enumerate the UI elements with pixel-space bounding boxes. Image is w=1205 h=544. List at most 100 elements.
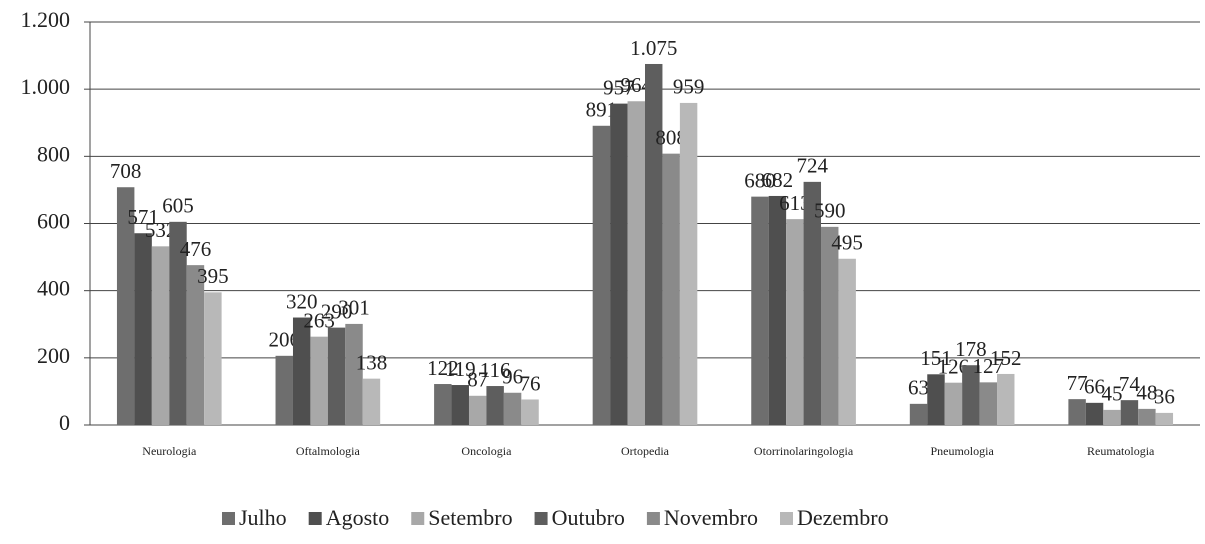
bar (310, 336, 328, 425)
bar (186, 265, 205, 425)
bar (592, 125, 611, 426)
x-tick-label: Oncologia (461, 444, 512, 458)
legend-label: Dezembro (797, 505, 889, 530)
bar (434, 384, 452, 425)
bar (909, 403, 928, 425)
bar (962, 365, 980, 425)
x-tick-label: Reumatologia (1087, 444, 1155, 458)
bar (292, 317, 311, 425)
value-label: 301 (338, 296, 370, 320)
value-label: 96 (502, 365, 523, 389)
bar (1138, 408, 1156, 425)
legend-label: Novembro (664, 505, 758, 530)
y-tick-label: 0 (59, 410, 70, 435)
bar (927, 374, 945, 425)
bar (627, 101, 645, 426)
bar (979, 382, 998, 425)
value-label: 138 (356, 350, 388, 374)
value-label: 152 (990, 346, 1022, 370)
value-label: 63 (908, 376, 929, 400)
value-label: 178 (955, 337, 987, 361)
value-label: 116 (480, 358, 511, 382)
value-label: 680 (744, 168, 776, 192)
value-label: 724 (797, 154, 829, 178)
value-label: 957 (603, 75, 635, 99)
value-label: 77 (1067, 371, 1088, 395)
bar (1120, 400, 1139, 425)
value-label: 45 (1101, 382, 1122, 406)
legend-label: Setembro (428, 505, 512, 530)
value-label: 590 (814, 199, 846, 223)
y-tick-label: 600 (37, 209, 70, 234)
bar (345, 323, 363, 425)
bar (662, 153, 680, 425)
bar (679, 102, 698, 425)
value-label: 959 (673, 75, 705, 99)
bar (521, 399, 539, 425)
y-tick-label: 400 (37, 276, 70, 301)
legend-swatch (411, 512, 425, 525)
value-label: 682 (762, 168, 794, 192)
bar (151, 246, 170, 425)
bar (362, 378, 381, 425)
legend-swatch (308, 512, 322, 525)
bar (134, 233, 152, 425)
bar (997, 373, 1015, 425)
bar (944, 382, 963, 425)
bar (451, 385, 469, 425)
value-label: 708 (110, 159, 142, 183)
value-label: 119 (445, 357, 476, 381)
value-label: 1.075 (630, 36, 677, 60)
value-label: 290 (321, 299, 353, 323)
value-label: 36 (1154, 385, 1175, 409)
bar (169, 221, 187, 425)
legend-label: Agosto (326, 505, 390, 530)
value-label: 122 (427, 356, 459, 380)
legend-swatch (534, 512, 548, 525)
value-label: 320 (286, 289, 318, 313)
bar (768, 195, 787, 425)
value-label: 151 (920, 346, 952, 370)
bar (327, 327, 346, 425)
bar (503, 392, 522, 425)
legend-swatch (222, 512, 235, 525)
bar (486, 386, 504, 425)
bar (803, 181, 822, 425)
value-label: 571 (127, 205, 159, 229)
bar (1068, 399, 1086, 425)
bar (751, 196, 769, 425)
bar (610, 103, 628, 426)
value-label: 476 (180, 237, 212, 261)
bar (645, 63, 663, 426)
legend-label: Outubro (552, 505, 625, 530)
bar (1155, 412, 1174, 425)
value-label: 74 (1119, 372, 1141, 396)
y-tick-label: 1.000 (21, 74, 71, 99)
x-tick-label: Ortopedia (621, 444, 670, 458)
legend-swatch (646, 512, 660, 525)
legend-label: Julho (239, 505, 287, 530)
value-label: 395 (197, 264, 229, 288)
value-label: 76 (520, 371, 541, 395)
x-tick-label: Oftalmologia (296, 444, 361, 458)
bar (838, 258, 856, 425)
y-tick-label: 800 (37, 141, 70, 166)
bar (204, 292, 222, 425)
x-tick-label: Pneumologia (930, 444, 994, 458)
x-tick-label: Neurologia (142, 444, 197, 458)
y-tick-label: 200 (37, 343, 70, 368)
x-tick-label: Otorrinolaringologia (754, 444, 854, 458)
bar (1103, 409, 1121, 425)
y-tick-label: 1.200 (21, 7, 71, 32)
bar (821, 226, 839, 425)
bar (1085, 402, 1104, 425)
legend-swatch (780, 512, 793, 525)
bar (275, 355, 293, 425)
value-label: 495 (831, 231, 863, 255)
bar (116, 187, 135, 425)
value-label: 87 (467, 368, 488, 392)
value-label: 48 (1136, 381, 1157, 405)
bar (468, 395, 487, 425)
value-label: 605 (162, 194, 194, 218)
